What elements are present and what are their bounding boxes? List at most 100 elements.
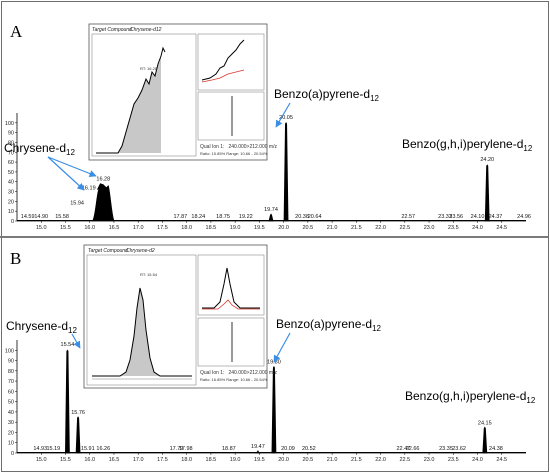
panel-a-ytick-label: 30: [8, 190, 14, 196]
panel-b-inset-ion-frame: [197, 254, 265, 316]
panel-a-minor-peak-label: 24.37: [489, 214, 503, 220]
panel-b-minor-peak-label: 17.79: [170, 446, 184, 452]
panel-b-inset-spectrum-frame: [197, 317, 265, 367]
panel-b-minor-peak-label: 20.52: [302, 446, 316, 452]
panel-a-xtick-label: 21.5: [351, 225, 362, 231]
panel-b-inset-qual: Qual Ion 1: 240.000>212.000 m/z: [200, 370, 277, 376]
panel-a-minor-peak-label: 17.87: [173, 214, 187, 220]
panel-a-xtick-label: 23.5: [448, 225, 459, 231]
panel-b-xtick-label: 18.5: [206, 457, 217, 463]
panel-a-xtick-label: 18.0: [181, 225, 192, 231]
panel-b-ytick-label: 20: [8, 430, 14, 436]
panel-b-minor-peak-label: 23.35: [439, 446, 453, 452]
panel-b-peak: [65, 349, 70, 454]
panel-b-letter: B: [10, 249, 21, 268]
panel-b-xtick-label: 24.0: [472, 457, 483, 463]
panel-b-ytick-label: 50: [8, 400, 14, 406]
panel-b-xtick-label: 19.5: [254, 457, 265, 463]
panel-b-xtick-label: 21.0: [327, 457, 338, 463]
panel-a-xtick-label: 19.0: [230, 225, 241, 231]
panel-a-peak-label: 24.20: [480, 157, 494, 163]
panel-a-xtick-label: 24.0: [472, 225, 483, 231]
panel-b-minor-peak-label: 22.47: [396, 446, 410, 452]
panel-b-inset-box: [83, 244, 268, 389]
panel-a-xtick-label: 21.0: [327, 225, 338, 231]
panel-b-inset-peak-frame: [86, 254, 197, 386]
panel-a-inset-compound: Chrysene-d12: [130, 27, 162, 33]
panel-b-ytick-label: 80: [8, 369, 14, 375]
panel-b-peak-label: 19.47: [251, 444, 265, 450]
panel-a-ytick-label: 40: [8, 180, 14, 186]
panel-a-minor-peak-label: 24.10: [471, 214, 485, 220]
panel-b-xtick-label: 22.0: [375, 457, 386, 463]
panel-a-xtick-label: 24.5: [496, 225, 507, 231]
panel-a-minor-peak-label: 22.57: [401, 214, 415, 220]
panel-b-ytick-label: 0: [11, 451, 14, 457]
panel-a-inset-peak-line: [96, 46, 166, 154]
panel-b-xtick-label: 20.5: [302, 457, 313, 463]
panel-a-chrysene-label: Chrysene-d12: [4, 141, 75, 157]
panel-a-peak-label: 19.74: [264, 207, 278, 213]
panel-a-xtick-label: 19.5: [254, 225, 265, 231]
panel-b-inset-header: Target Compound: [88, 248, 128, 254]
panel-a-ytick-label: 10: [8, 209, 14, 215]
panel-b-benzoapyrene-label: Benzo(a)pyrene-d12: [276, 317, 382, 333]
panel-b-ytick-label: 10: [8, 441, 14, 447]
panel-a-xtick-label: 16.0: [84, 225, 95, 231]
panel-b-xtick-label: 18.0: [181, 457, 192, 463]
panel-a-ytick-label: 20: [8, 199, 14, 205]
panel-a-inset: Target Compound Chrysene-d12 RT: 16.28 Q…: [88, 23, 277, 161]
panel-a-minor-peak-label: 23.33: [438, 214, 452, 220]
panel-b-xtick-label: 22.5: [399, 457, 410, 463]
panel-a-inset-header: Target Compound: [92, 27, 132, 33]
panel-b-ytick-label: 70: [8, 379, 14, 385]
panel-a-chrysene-arrow-2: [47, 156, 97, 177]
panel-a-minor-peak-label: 18.24: [191, 214, 205, 220]
panel-b-chrysene-label: Chrysene-d12: [6, 319, 77, 335]
panel-b-minor-peak-label: 16.26: [96, 446, 110, 452]
panel-a-minor-peak-label: 19.22: [239, 214, 253, 220]
panel-a-peak: [283, 122, 289, 222]
panel-b-xtick-label: 15.5: [60, 457, 71, 463]
panel-a-xtick-label: 20.0: [278, 225, 289, 231]
panel-b-peak-label: 15.54: [61, 342, 75, 348]
panel-b-ytick-label: 90: [8, 359, 14, 365]
panel-a-inset-spectrum-frame: [197, 91, 265, 141]
panel-a-benzoapyrene-arrow: [275, 102, 291, 128]
panel-b-minor-peak-label: 15.91: [81, 446, 95, 452]
panel-a-minor-peak-label: 20.38: [295, 214, 309, 220]
panel-a-peak: [484, 164, 490, 222]
panel-b-peak: [75, 416, 81, 454]
panel-b-xtick-label: 24.5: [496, 457, 507, 463]
panel-a-xtick-label: 15.0: [36, 225, 47, 231]
panel-b-xtick-label: 19.0: [230, 457, 241, 463]
panel-a-benzoghiperylene-label: Benzo(g,h,i)perylene-d12: [402, 137, 533, 153]
panel-a-inset-ratio: Ratio: 15.85% Range: 10.66 - 20.54%: [200, 151, 268, 156]
panel-a-peak: [268, 213, 274, 222]
panel-b-ytick-label: 100: [5, 348, 14, 354]
panel-b-xtick-label: 21.5: [351, 457, 362, 463]
panel-b-peak-label: 19.80: [267, 360, 281, 366]
panel-a-peak: [91, 183, 116, 222]
panel-a-minor-peak-label: 14.59: [21, 214, 35, 220]
panel-b-inset-ratio: Ratio: 16.85% Range: 10.66 - 20.54%: [200, 377, 268, 382]
panel-a-inset-ion-frame: [197, 33, 265, 91]
panel-b-minor-peak-label: 14.93: [33, 446, 47, 452]
panel-b-plot: 0 10 20 30 40 50 60 70 80 90 100 15.0 15.5 16.0 16.5 17…: [5, 340, 526, 463]
panel-a-xtick-label: 22.5: [399, 225, 410, 231]
panel-b-chrysene-arrow-1: [71, 333, 81, 349]
panel-b-xtick-label: 17.0: [133, 457, 144, 463]
panel-a-xtick-label: 20.5: [302, 225, 313, 231]
panel-a-ytick-label: 80: [8, 140, 14, 146]
panel-b-peak: [271, 365, 277, 454]
panel-b-xtick-label: 16.0: [84, 457, 95, 463]
panel-b-xtick-label: 23.5: [448, 457, 459, 463]
panel-a-letter: A: [10, 22, 23, 41]
panel-b-ytick-label: 60: [8, 389, 14, 395]
panel-a-inset-ion-red: [201, 69, 245, 83]
panel-b-xtick-label: 15.0: [36, 457, 47, 463]
panel-a-minor-peak-label: 18.75: [216, 214, 230, 220]
panel-b-xtick-label: 16.5: [109, 457, 120, 463]
panel-b: B 0 10 20 30 40 50 60 70 80 90 100 15.0 15.5 16.0 16.5…: [5, 244, 536, 463]
